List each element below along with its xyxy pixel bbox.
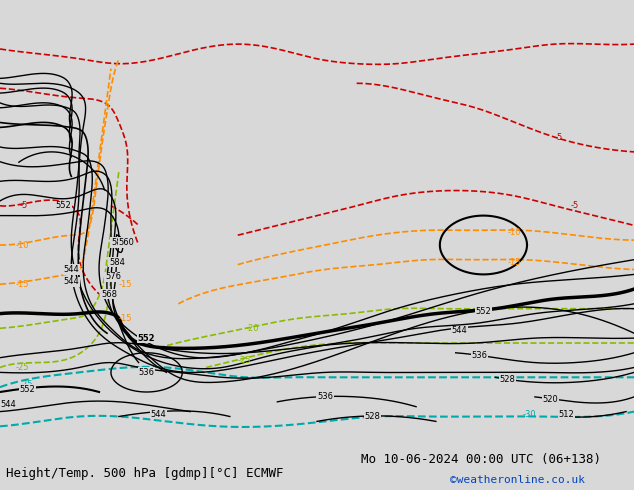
Text: 528: 528 (500, 375, 515, 384)
Text: 544: 544 (63, 277, 79, 286)
Text: 544: 544 (451, 326, 467, 335)
Text: 536: 536 (139, 368, 155, 377)
Text: -25: -25 (238, 356, 251, 365)
Text: 576: 576 (105, 272, 121, 281)
Text: -10: -10 (16, 241, 29, 249)
Text: 568: 568 (101, 290, 117, 298)
Text: 544: 544 (0, 400, 16, 409)
Text: -15: -15 (507, 258, 521, 267)
Text: 552: 552 (56, 201, 71, 210)
Text: 588: 588 (111, 238, 127, 247)
Text: 528: 528 (365, 412, 380, 421)
Text: 544: 544 (150, 410, 166, 418)
Text: ©weatheronline.co.uk: ©weatheronline.co.uk (450, 475, 585, 485)
Text: 552: 552 (138, 334, 155, 343)
Text: -25: -25 (16, 363, 29, 372)
Text: -20: -20 (245, 324, 259, 333)
Text: -30: -30 (523, 410, 536, 418)
Text: -5: -5 (571, 201, 579, 210)
Text: 536: 536 (472, 351, 488, 360)
Text: 536: 536 (317, 392, 333, 401)
Text: 520: 520 (543, 395, 559, 404)
Text: -5: -5 (555, 133, 563, 142)
Text: 552: 552 (476, 307, 491, 316)
Text: -25: -25 (20, 380, 34, 389)
Text: -10: -10 (507, 228, 521, 237)
Text: 544: 544 (63, 265, 79, 274)
Text: Mo 10-06-2024 00:00 UTC (06+138): Mo 10-06-2024 00:00 UTC (06+138) (361, 452, 602, 466)
Text: 512: 512 (559, 410, 574, 418)
Text: -15: -15 (119, 280, 133, 289)
Text: 560: 560 (119, 238, 135, 247)
Text: -15: -15 (119, 314, 133, 323)
Text: -15: -15 (16, 280, 29, 289)
Text: 552: 552 (20, 385, 36, 394)
Text: Height/Temp. 500 hPa [gdmp][°C] ECMWF: Height/Temp. 500 hPa [gdmp][°C] ECMWF (6, 467, 284, 480)
Text: 584: 584 (109, 258, 125, 267)
Text: -5: -5 (20, 201, 28, 210)
